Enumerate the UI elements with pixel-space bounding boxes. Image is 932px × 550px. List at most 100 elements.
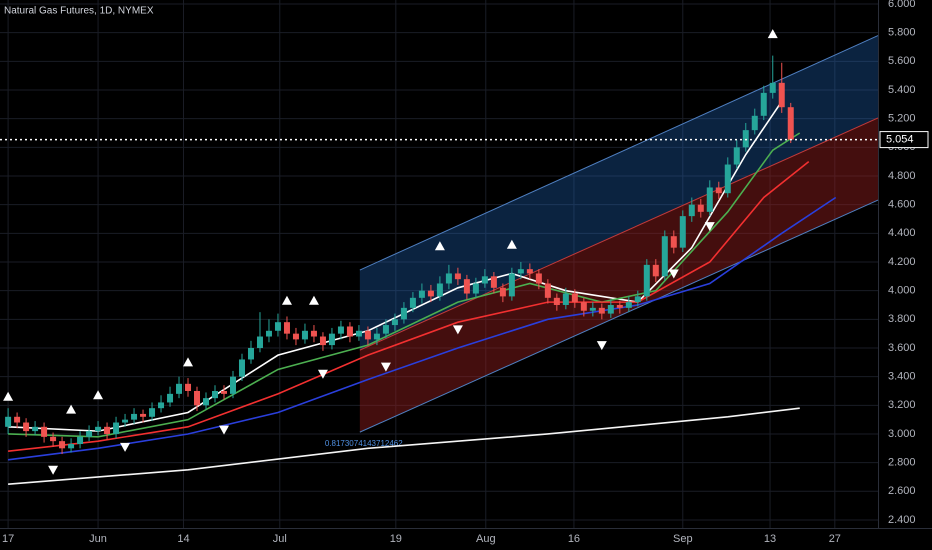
signal-down: [452, 325, 463, 335]
y-tick-label: 2.600: [888, 485, 916, 497]
moving-average: [8, 407, 800, 485]
y-tick-label: 2.400: [888, 514, 916, 526]
candle-body: [328, 333, 335, 346]
y-tick-label: 4.000: [888, 285, 916, 297]
candle-body: [301, 330, 308, 340]
y-tick-label: 4.600: [888, 199, 916, 211]
candle-body: [292, 333, 299, 340]
candle-body: [32, 426, 39, 432]
candle-body: [508, 273, 515, 297]
candle-body: [715, 187, 722, 194]
chart-title: Natural Gas Futures, 1D, NYMEX: [4, 6, 154, 17]
y-tick-label: 5.400: [888, 84, 916, 96]
y-tick-label: 4.800: [888, 170, 916, 182]
candle-body: [158, 402, 165, 409]
candle-body: [229, 376, 236, 394]
candle-body: [167, 393, 174, 403]
candle-body: [517, 269, 524, 274]
candle-body: [373, 333, 380, 340]
channel-label: 0.8173074143712462: [325, 439, 403, 448]
candle-body: [445, 273, 452, 284]
candle-body: [5, 416, 12, 427]
candle-body: [418, 290, 425, 298]
candle-body: [580, 302, 587, 311]
candle-body: [310, 330, 317, 337]
candle-body: [733, 147, 740, 165]
signal-down: [596, 341, 607, 351]
y-tick-label: 3.800: [888, 313, 916, 325]
last-price-box: [879, 131, 929, 149]
candle-body: [481, 276, 488, 284]
x-tick-label: Jun: [89, 533, 107, 545]
y-tick-label: 4.200: [888, 256, 916, 268]
candle-body: [724, 164, 731, 194]
candle-body: [149, 408, 156, 417]
candle-body: [742, 130, 749, 148]
x-tick-label: 13: [764, 533, 776, 545]
candle-body: [95, 426, 102, 432]
candle-body: [598, 307, 605, 314]
y-tick-label: 4.400: [888, 227, 916, 239]
candle-body: [113, 422, 120, 434]
candle-body: [59, 441, 66, 449]
signal-down: [380, 362, 391, 372]
candle-body: [50, 436, 57, 442]
candle-body: [337, 326, 344, 334]
moving-average: [7, 196, 837, 461]
candle-body: [346, 326, 353, 337]
candle-body: [778, 82, 785, 108]
candle-body: [589, 307, 596, 311]
x-tick-label: Aug: [476, 533, 496, 545]
signal-up: [66, 404, 77, 414]
candle-body: [643, 264, 650, 297]
channel-upper-band: [359, 35, 878, 351]
candle-body: [382, 325, 389, 334]
signal-up: [93, 390, 104, 400]
candle-body: [769, 82, 776, 93]
candle-body: [355, 330, 362, 337]
last-price-label: 5.054: [886, 134, 914, 146]
y-tick-label: 3.000: [888, 428, 916, 440]
candle-body: [760, 92, 767, 116]
candle-body: [122, 419, 129, 423]
candle-body: [41, 426, 48, 437]
x-tick-label: Sep: [673, 533, 693, 545]
x-tick-label: 14: [177, 533, 189, 545]
candle-body: [256, 336, 263, 348]
signal-up: [183, 357, 194, 367]
candle-body: [499, 287, 506, 297]
x-tick-label: 19: [390, 533, 402, 545]
y-tick-label: 3.200: [888, 399, 916, 411]
channel-line: [359, 199, 879, 433]
signal-up: [308, 295, 319, 305]
y-tick-label: 6.000: [888, 0, 916, 10]
candle-body: [140, 413, 147, 417]
candle-body: [265, 330, 272, 337]
candle-body: [472, 283, 479, 294]
candle-body: [526, 269, 533, 274]
signal-down: [668, 269, 679, 279]
candle-body: [427, 290, 434, 297]
signal-down: [704, 222, 715, 232]
x-tick-label: 16: [568, 533, 580, 545]
candle-body: [652, 264, 659, 277]
x-tick-label: Jul: [273, 533, 287, 545]
candle-body: [634, 296, 641, 303]
signal-down: [48, 465, 59, 475]
candle-body: [185, 383, 192, 391]
moving-average: [8, 161, 810, 452]
candle-body: [400, 307, 407, 320]
candle-body: [787, 107, 794, 140]
candle-body: [104, 426, 111, 434]
candle-body: [454, 273, 461, 280]
x-tick-label: 17: [2, 533, 14, 545]
candle-body: [670, 236, 677, 248]
candle-body: [490, 276, 497, 288]
candle-body: [697, 204, 704, 212]
candle-body: [283, 322, 290, 334]
signal-up: [506, 239, 517, 249]
candle-body: [751, 115, 758, 131]
